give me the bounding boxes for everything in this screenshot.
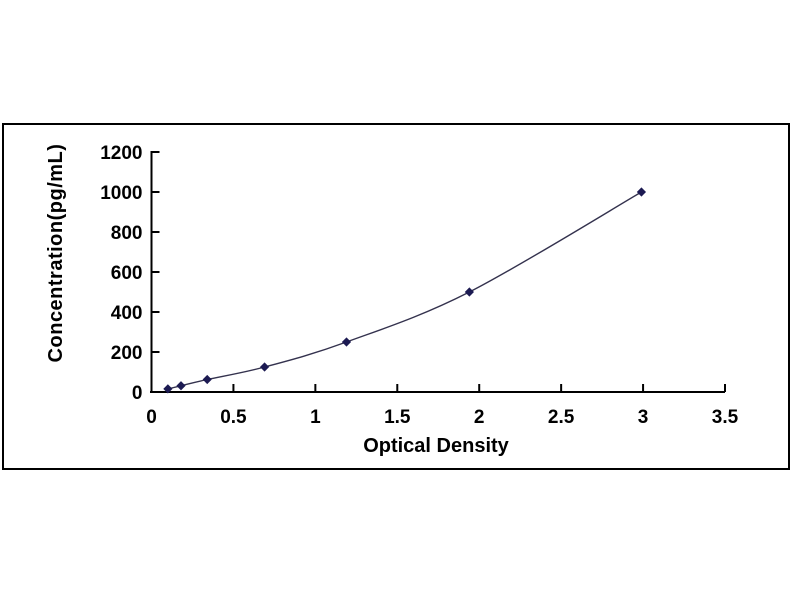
x-tick-label: 3.5: [712, 407, 739, 428]
data-point-marker: [163, 384, 173, 394]
x-tick-label: 0: [146, 407, 157, 428]
axes: [150, 151, 726, 393]
y-tick-label: 800: [111, 223, 143, 244]
x-tick-label: 0.5: [220, 407, 247, 428]
y-tick-label: 0: [132, 383, 143, 404]
y-tick-label: 400: [111, 303, 143, 324]
data-point-marker: [341, 337, 352, 347]
y-axis-title: Concentration(pg/mL): [45, 144, 67, 363]
data-point-marker: [259, 362, 270, 372]
y-tick-label: 600: [111, 263, 143, 284]
data-point-marker: [636, 187, 647, 197]
x-tick-label: 3: [638, 407, 649, 428]
data-point-marker: [464, 287, 474, 297]
chart-outer-border: [2, 123, 790, 470]
y-tick-label: 200: [111, 343, 143, 364]
x-tick-label: 2.5: [548, 407, 575, 428]
x-tick-labels: 0 0.5 1 1.5 2 2.5 3 3.5: [146, 407, 738, 428]
x-tick-label: 1: [310, 407, 321, 428]
data-point-marker: [176, 381, 186, 391]
x-tick-label: 2: [474, 407, 485, 428]
y-tick-labels: 0 200 400 600 800 1000 1200: [100, 143, 142, 404]
x-axis-title: Optical Density: [363, 435, 509, 457]
data-point-markers: [163, 187, 647, 394]
y-tick-label: 1200: [100, 143, 142, 164]
x-tick-label: 1.5: [384, 407, 411, 428]
y-tick-label: 1000: [100, 183, 142, 204]
data-point-marker: [202, 374, 212, 385]
